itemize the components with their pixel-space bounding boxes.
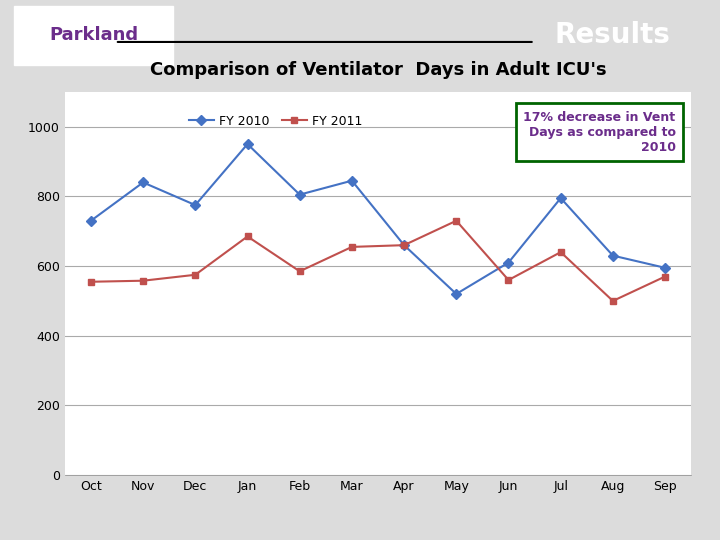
FY 2010 [400,242,408,248]
FY 2010 [348,178,356,184]
FY 2010 [191,202,199,208]
FY 2011 [243,233,252,240]
FY 2011 [295,268,304,274]
FY 2011 [86,279,95,285]
Line: FY 2011: FY 2011 [87,217,669,305]
FY 2010 [608,252,617,259]
FY 2011 [452,218,461,224]
FY 2011 [608,298,617,304]
FY 2010 [504,259,513,266]
FY 2010 [557,195,565,201]
FY 2011 [191,272,199,278]
Line: FY 2010: FY 2010 [87,140,669,298]
FY 2011 [400,242,408,248]
FY 2010 [139,179,148,186]
FY 2010 [295,191,304,198]
FY 2010 [452,291,461,297]
Title: Comparison of Ventilator  Days in Adult ICU's: Comparison of Ventilator Days in Adult I… [150,61,606,79]
FY 2011 [139,278,148,284]
FY 2011 [504,277,513,284]
FY 2010 [243,141,252,147]
Text: Parkland: Parkland [49,26,138,44]
FY 2011 [348,244,356,250]
FY 2010 [661,265,670,271]
FY 2011 [557,249,565,255]
FY 2010 [86,218,95,224]
Text: Results: Results [554,21,670,49]
FY 2011 [661,273,670,280]
FancyBboxPatch shape [14,5,173,65]
Text: 17% decrease in Vent
Days as compared to
2010: 17% decrease in Vent Days as compared to… [523,111,675,154]
Legend: FY 2010, FY 2011: FY 2010, FY 2011 [184,110,367,132]
